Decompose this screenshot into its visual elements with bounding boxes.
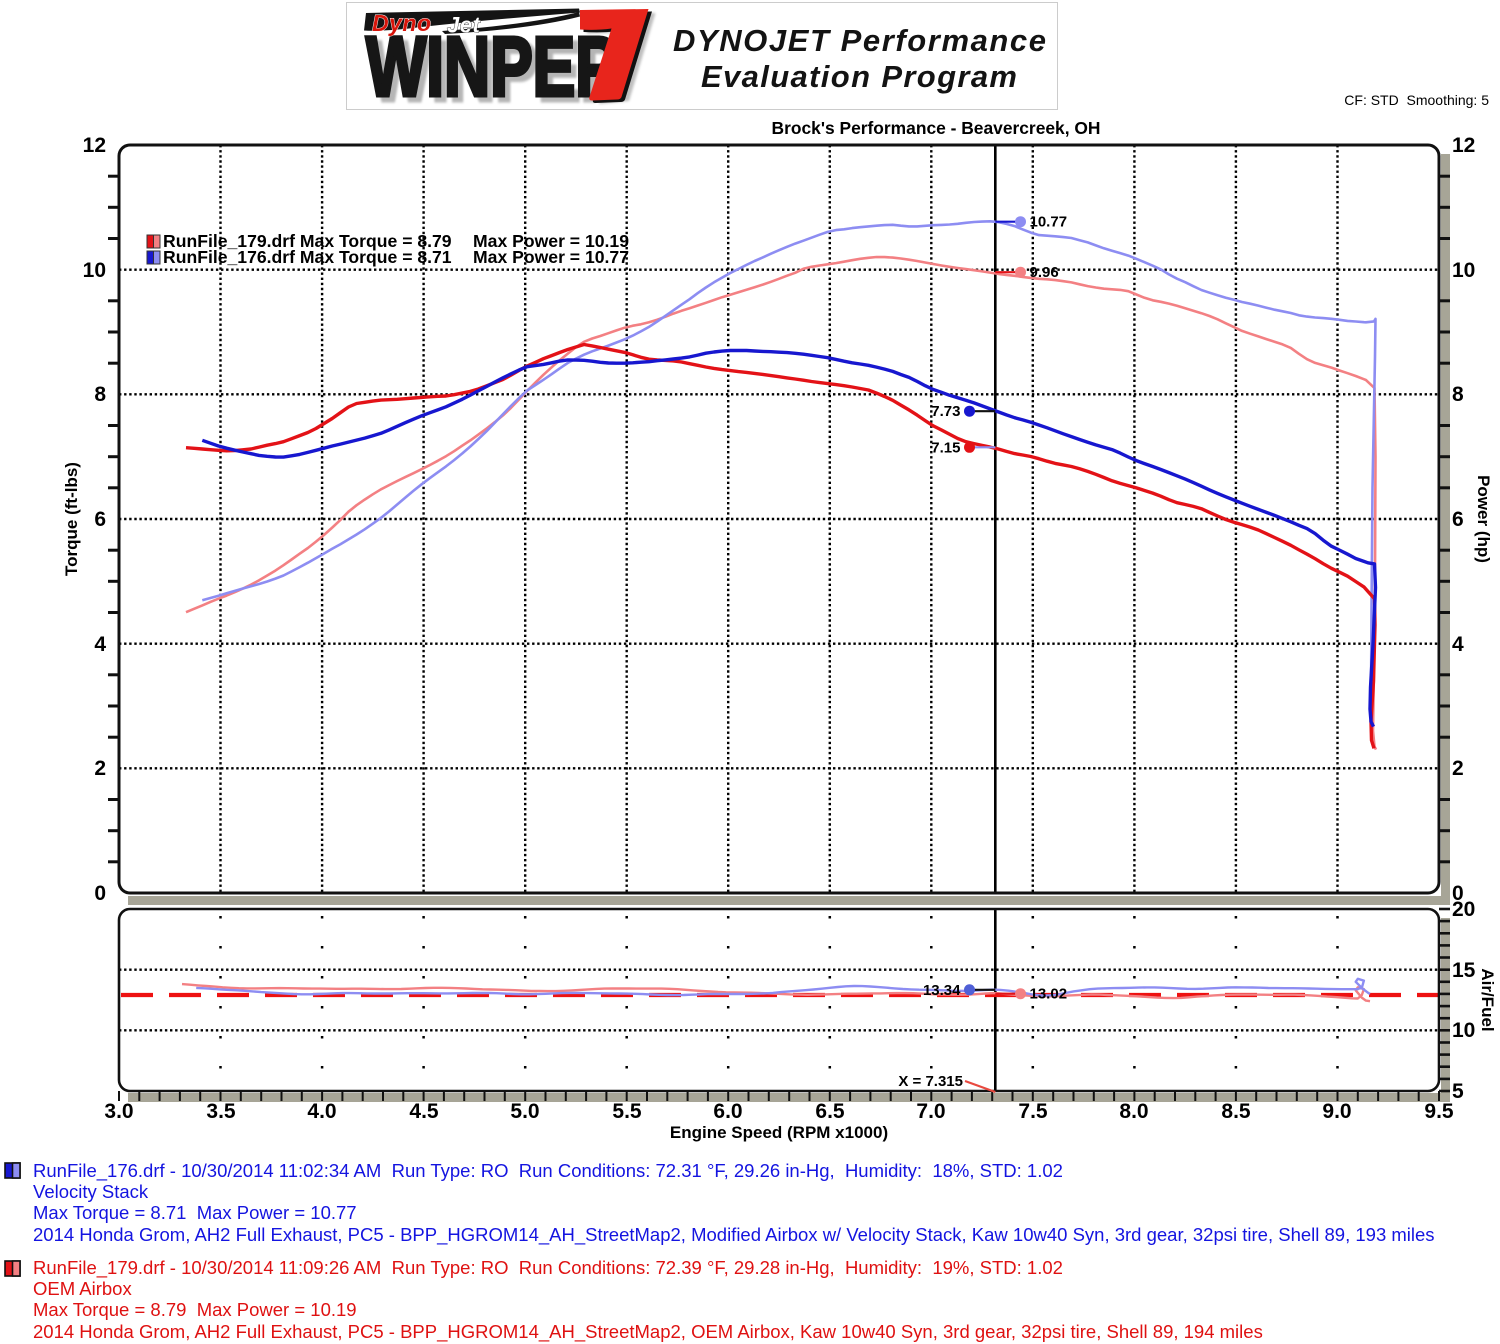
- svg-text:7.5: 7.5: [1018, 1100, 1048, 1123]
- svg-text:Max Power = 10.77: Max Power = 10.77: [473, 247, 629, 267]
- svg-text:8.5: 8.5: [1221, 1100, 1251, 1123]
- svg-text:2014 Honda Grom, AH2 Full Exha: 2014 Honda Grom, AH2 Full Exhaust, PC5 -…: [33, 1224, 1435, 1246]
- svg-text:Evaluation Program: Evaluation Program: [701, 59, 1017, 94]
- svg-text:12: 12: [83, 134, 106, 157]
- svg-text:RunFile_179.drf Max Torque = 8: RunFile_179.drf Max Torque = 8.79: [163, 231, 452, 251]
- svg-text:4: 4: [94, 633, 106, 656]
- svg-text:8: 8: [94, 383, 106, 406]
- svg-text:2014 Honda Grom, AH2 Full Exha: 2014 Honda Grom, AH2 Full Exhaust, PC5 -…: [33, 1321, 1263, 1343]
- svg-text:7.0: 7.0: [916, 1100, 945, 1123]
- svg-text:Engine Speed (RPM x1000): Engine Speed (RPM x1000): [670, 1123, 888, 1142]
- svg-text:DYNOJET Performance: DYNOJET Performance: [673, 23, 1046, 58]
- svg-text:20: 20: [1452, 898, 1475, 921]
- svg-text:4.5: 4.5: [409, 1100, 439, 1123]
- svg-text:13.34: 13.34: [923, 982, 961, 999]
- svg-text:Torque (ft-lbs): Torque (ft-lbs): [62, 462, 81, 576]
- svg-text:9.5: 9.5: [1424, 1100, 1454, 1123]
- svg-text:13.02: 13.02: [1030, 986, 1068, 1003]
- svg-text:5.5: 5.5: [612, 1100, 642, 1123]
- svg-text:Brock's Performance - Beavercr: Brock's Performance - Beavercreek, OH: [772, 118, 1101, 138]
- svg-text:10: 10: [1452, 259, 1475, 282]
- svg-text:RunFile_176.drf Max Torque = 8: RunFile_176.drf Max Torque = 8.71: [163, 247, 452, 267]
- svg-text:2: 2: [1452, 757, 1464, 780]
- svg-text:Air/Fuel: Air/Fuel: [1478, 968, 1497, 1031]
- svg-text:X = 7.315: X = 7.315: [898, 1073, 963, 1090]
- svg-text:9.96: 9.96: [1030, 264, 1059, 281]
- svg-text:7.15: 7.15: [931, 439, 960, 456]
- svg-text:12: 12: [1452, 134, 1475, 157]
- svg-text:RunFile_176.drf - 10/30/2014 1: RunFile_176.drf - 10/30/2014 11:02:34 AM…: [33, 1160, 1063, 1182]
- svg-text:15: 15: [1452, 959, 1476, 982]
- svg-text:5.0: 5.0: [510, 1100, 539, 1123]
- svg-text:4.0: 4.0: [307, 1100, 336, 1123]
- svg-text:9.0: 9.0: [1322, 1100, 1351, 1123]
- svg-text:10: 10: [83, 259, 106, 282]
- svg-text:Max Torque = 8.71 Max Power =: Max Torque = 8.71 Max Power = 10.77: [33, 1202, 357, 1223]
- svg-text:CF: STD Smoothing: 5: CF: STD Smoothing: 5: [1344, 92, 1489, 108]
- svg-text:10.77: 10.77: [1030, 214, 1068, 231]
- svg-text:Power (hp): Power (hp): [1474, 475, 1493, 563]
- svg-text:Max Power = 10.19: Max Power = 10.19: [473, 231, 629, 251]
- svg-text:7.73: 7.73: [931, 403, 960, 420]
- svg-text:OEM Airbox: OEM Airbox: [33, 1278, 132, 1299]
- svg-text:Jet: Jet: [447, 13, 481, 38]
- svg-text:Velocity Stack: Velocity Stack: [33, 1181, 149, 1202]
- svg-text:RunFile_179.drf - 10/30/2014 1: RunFile_179.drf - 10/30/2014 11:09:26 AM…: [33, 1257, 1063, 1279]
- svg-text:Max Torque = 8.79 Max Power =: Max Torque = 8.79 Max Power = 10.19: [33, 1299, 357, 1320]
- svg-text:6.0: 6.0: [713, 1100, 742, 1123]
- svg-text:6: 6: [1452, 508, 1464, 531]
- svg-text:WINPEP: WINPEP: [371, 24, 623, 111]
- svg-text:3.0: 3.0: [104, 1100, 133, 1123]
- svg-text:10: 10: [1452, 1019, 1475, 1042]
- svg-text:Dyno: Dyno: [372, 10, 432, 36]
- svg-text:5: 5: [1452, 1080, 1464, 1103]
- svg-text:4: 4: [1452, 633, 1464, 656]
- svg-text:2: 2: [94, 757, 106, 780]
- svg-text:8: 8: [1452, 383, 1464, 406]
- svg-text:8.0: 8.0: [1119, 1100, 1148, 1123]
- svg-text:6.5: 6.5: [815, 1100, 845, 1123]
- svg-text:3.5: 3.5: [206, 1100, 236, 1123]
- svg-text:0: 0: [1452, 882, 1464, 905]
- svg-text:6: 6: [94, 508, 106, 531]
- svg-text:0: 0: [94, 882, 106, 905]
- svg-text:WINPEP: WINPEP: [366, 19, 618, 111]
